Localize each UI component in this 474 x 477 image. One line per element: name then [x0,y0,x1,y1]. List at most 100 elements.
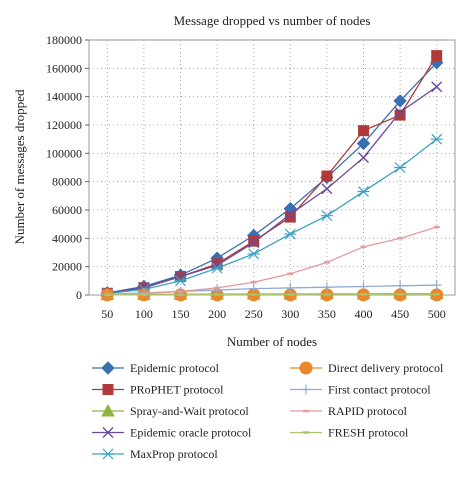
series-line [107,55,438,294]
data-point [323,293,330,296]
data-point [285,282,296,293]
legend-marker [101,403,115,417]
data-point [360,293,367,296]
y-tick-label: 80000 [52,175,82,189]
data-point [247,248,260,260]
data-point [248,237,260,249]
data-point [358,125,369,137]
legend-marker [102,384,114,395]
legend-item: PRoPHET protocol [92,383,224,397]
legend: Epidemic protocol PRoPHET protocol Spray-a… [92,361,444,461]
series-line [107,226,437,296]
series-maxprop-protocol [101,133,443,300]
y-tick-label: 100000 [46,146,82,160]
legend-item: Epidemic protocol [92,361,220,375]
data-point [284,211,296,223]
data-point [431,81,443,93]
legend-item: First contact protocol [290,383,431,397]
data-point [284,208,296,220]
data-point [248,235,260,247]
y-tick-label: 40000 [52,231,82,245]
y-axis: 0 20000 40000 60000 80000 100000 120000 140000 1… [46,33,89,302]
x-tick-label: 500 [428,307,446,321]
data-point [287,293,294,296]
legend-label: FRESH protocol [328,426,409,440]
data-point [177,290,184,293]
data-point [394,109,406,121]
y-tick-label: 20000 [52,260,82,274]
legend-marker [102,448,114,460]
data-point [394,162,407,173]
data-point [323,261,330,264]
series-line [107,293,437,296]
series-epidemic-oracle-protocol [101,81,443,299]
x-tick-label: 100 [135,307,153,321]
data-point [397,237,404,240]
data-point [321,183,333,195]
legend-label: First contact protocol [328,383,431,397]
x-tick-label: 300 [281,307,299,321]
data-point [250,293,257,296]
data-point [433,225,440,229]
x-tick-label: 400 [355,307,373,321]
x-tick-label: 450 [391,307,409,321]
data-point [397,293,404,296]
y-tick-label: 120000 [46,118,82,132]
legend-marker [303,431,309,434]
series-layer [100,50,444,302]
data-point [214,293,221,296]
x-tick-label: 50 [101,307,113,321]
data-point [248,283,259,294]
y-tick-label: 60000 [52,203,82,217]
data-point [284,228,297,240]
data-point [431,50,443,62]
data-point [356,136,371,151]
legend-item: Epidemic oracle protocol [92,426,252,440]
data-point [140,293,147,296]
series-epidemic-protocol [100,55,444,300]
data-point [211,262,224,274]
legend-label: RAPID protocol [328,404,408,418]
data-point [393,94,407,108]
legend-label: PRoPHET protocol [130,383,224,397]
data-point [250,281,257,284]
data-point [431,280,442,291]
data-point [321,170,333,182]
legend-label: Epidemic protocol [130,361,220,375]
y-tick-label: 160000 [46,61,82,75]
data-point [430,133,443,145]
data-point [214,286,221,290]
legend-item: RAPID protocol [290,404,408,418]
data-point [287,272,294,275]
x-tick-label: 150 [172,307,190,321]
data-point [395,280,406,291]
data-point [174,275,187,287]
legend-item: Spray-and-Wait protocol [92,403,249,418]
y-axis-title: Number of messages dropped [12,89,27,244]
y-tick-label: 140000 [46,90,82,104]
data-point [433,293,440,296]
x-axis-title: Number of nodes [227,334,317,349]
y-tick-label: 0 [76,288,82,302]
series-line [107,138,438,295]
x-tick-label: 200 [208,307,226,321]
legend-label: MaxProp protocol [130,447,218,461]
series-fresh-protocol [104,293,440,297]
series-prophet-protocol [101,50,443,299]
legend-marker [102,427,114,438]
chart-title: Message dropped vs number of nodes [174,13,371,28]
data-point [357,186,370,198]
series-line [107,86,438,294]
legend-marker [101,361,115,375]
data-point [212,285,223,296]
data-point [358,281,369,292]
legend-label: Direct delivery protocol [328,361,444,375]
series-line [107,62,438,294]
legend-marker [303,409,309,413]
data-point [358,152,369,164]
data-point [140,292,147,295]
x-tick-label: 350 [318,307,336,321]
data-point [320,210,333,222]
legend-marker [301,384,311,395]
